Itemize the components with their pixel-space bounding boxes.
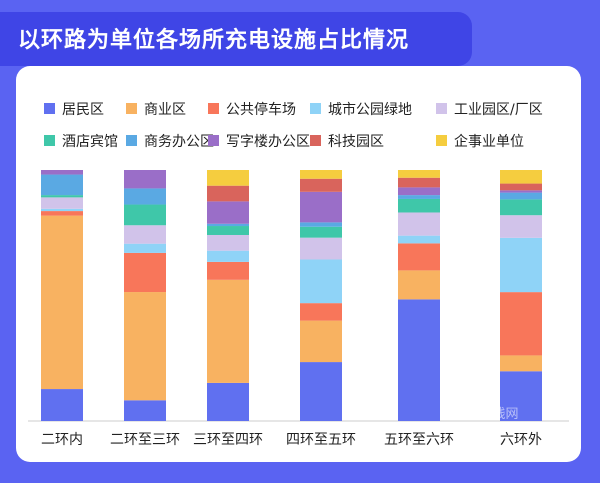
bar-segment	[500, 371, 542, 421]
bar-segment	[300, 259, 342, 304]
chart-title: 以环路为单位各场所充电设施占比情况	[18, 28, 410, 53]
legend-item: 商业区	[126, 102, 186, 118]
bar-segment	[398, 212, 440, 236]
bar-segment	[41, 195, 83, 198]
title-banner	[0, 12, 472, 66]
legend-swatch	[208, 103, 219, 114]
bar-segment	[300, 303, 342, 321]
legend-label: 工业园区/厂区	[454, 102, 543, 118]
bar-segment	[124, 292, 166, 401]
bar-segment	[41, 215, 83, 390]
legend-swatch	[44, 103, 55, 114]
bar-segment	[398, 177, 440, 188]
bar-segment	[500, 355, 542, 372]
bar-segment	[41, 174, 83, 196]
bar-segment	[41, 170, 83, 175]
legend-label: 科技园区	[328, 134, 384, 150]
legend-item: 写字楼办公区	[208, 134, 310, 150]
bar-segment	[300, 320, 342, 363]
legend-label: 居民区	[62, 102, 104, 118]
legend-swatch	[126, 103, 137, 114]
bar-segment	[500, 192, 542, 200]
legend-item: 工业园区/厂区	[436, 102, 543, 118]
bar-segment	[207, 279, 249, 383]
bar-segment	[500, 170, 542, 184]
bar-segment	[41, 197, 83, 209]
legend-label: 城市公园绿地	[328, 101, 412, 118]
bar-segment	[300, 178, 342, 192]
bar-segment	[207, 185, 249, 202]
bar-segment	[207, 223, 249, 227]
bar-segment	[398, 299, 440, 421]
bar-segment	[207, 382, 249, 421]
legend-item: 居民区	[44, 102, 104, 118]
bar-segment	[500, 237, 542, 293]
bar-segment	[500, 199, 542, 216]
bar-segment	[300, 191, 342, 223]
legend-label: 写字楼办公区	[226, 134, 310, 150]
bar-segment	[300, 226, 342, 238]
bar-segment	[207, 250, 249, 262]
bar-segment	[124, 252, 166, 293]
bar-segment	[207, 201, 249, 224]
x-tick-label: 五环至六环	[384, 432, 454, 448]
legend-swatch	[436, 103, 447, 114]
bar-segment	[124, 243, 166, 253]
x-tick-label: 三环至四环	[193, 432, 263, 448]
bar-segment	[207, 226, 249, 235]
bar-segment	[500, 215, 542, 238]
bar-segment	[41, 208, 83, 212]
x-tick-label: 四环至五环	[286, 432, 356, 448]
bar-segment	[124, 225, 166, 244]
bar-segment	[398, 243, 440, 271]
bar-segment	[124, 170, 166, 189]
bar-segment	[41, 211, 83, 216]
watermark: 海淀在线网	[453, 407, 518, 422]
legend-swatch	[208, 135, 219, 146]
legend-swatch	[310, 135, 321, 146]
bar-segment	[398, 235, 440, 244]
bar-segment	[207, 170, 249, 186]
x-tick-label: 二环内	[41, 432, 83, 448]
legend-label: 酒店宾馆	[62, 134, 118, 150]
bar-segment	[398, 170, 440, 178]
legend-swatch	[44, 135, 55, 146]
bar-segment	[500, 292, 542, 356]
legend-label: 企事业单位	[454, 133, 524, 150]
bar-segment	[398, 270, 440, 300]
bar-segment	[124, 188, 166, 205]
bar-segment	[41, 389, 83, 421]
bar-segment	[300, 170, 342, 179]
bar-segment	[398, 195, 440, 199]
bar-segment	[500, 190, 542, 193]
legend-item: 酒店宾馆	[44, 134, 118, 150]
bar-segment	[300, 237, 342, 260]
legend-swatch	[126, 135, 137, 146]
bar-segment	[300, 362, 342, 421]
legend-swatch	[436, 135, 447, 146]
bar-segment	[124, 204, 166, 226]
legend-item: 企事业单位	[436, 133, 524, 150]
bar-segment	[500, 183, 542, 191]
legend-swatch	[310, 103, 321, 114]
x-tick-label: 二环至三环	[110, 432, 180, 448]
x-tick-label: 六环外	[500, 432, 542, 448]
bar-segment	[300, 222, 342, 227]
bar-segment	[398, 187, 440, 196]
chart-card: 居民区 商业区 公共停车场 城市公园绿地 工业园区/厂区酒店宾馆 商务办公区 写字楼办公区 科…	[16, 66, 581, 462]
bar-segment	[398, 198, 440, 213]
bar-segment	[207, 261, 249, 280]
legend-item: 商务办公区	[126, 134, 214, 150]
legend-item: 城市公园绿地	[310, 101, 412, 118]
legend-label: 公共停车场	[226, 101, 296, 118]
legend-item: 公共停车场	[208, 101, 296, 118]
bar-segment	[207, 234, 249, 251]
bar-segment	[124, 400, 166, 421]
legend-item: 科技园区	[310, 134, 384, 150]
legend-label: 商业区	[144, 102, 186, 118]
legend-label: 商务办公区	[144, 134, 214, 150]
